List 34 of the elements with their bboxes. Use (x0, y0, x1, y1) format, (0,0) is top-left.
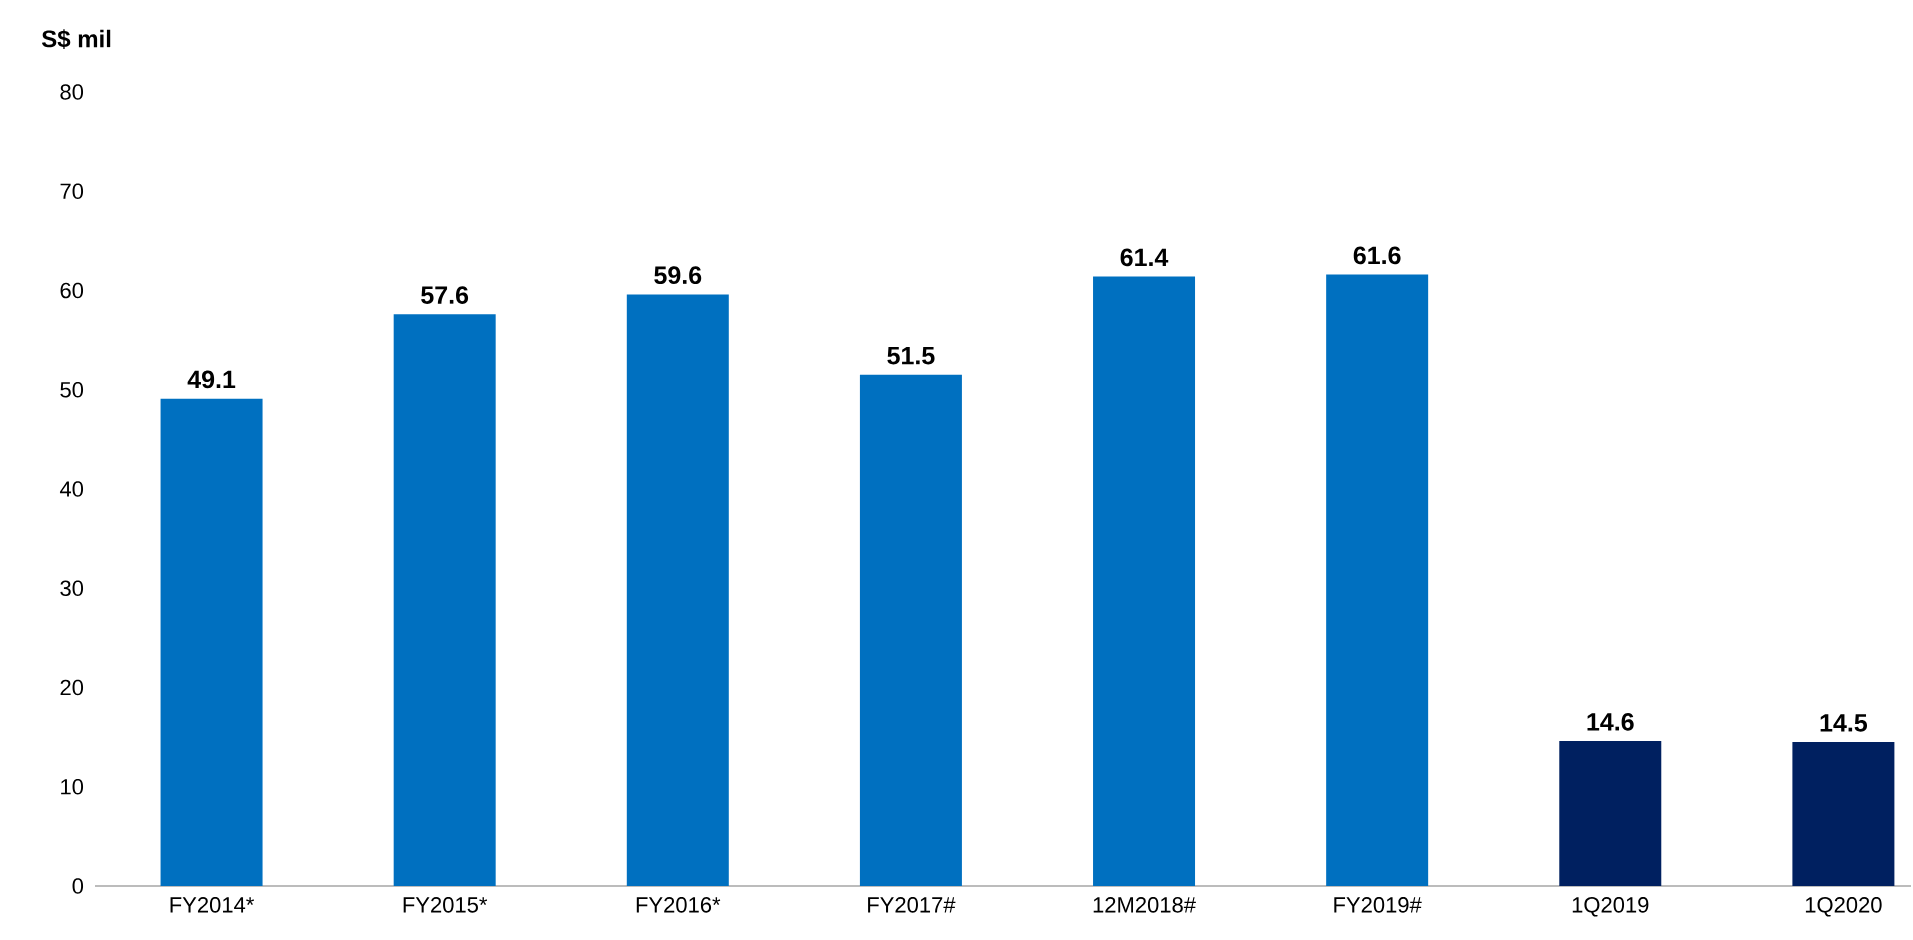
data-label: 14.6 (1587, 713, 1634, 731)
x-tick-label: FY2016* (636, 897, 721, 913)
bar (1326, 274, 1429, 886)
x-tick-label: FY2019# (1334, 897, 1422, 913)
bar (859, 374, 962, 886)
y-axis-title: S$ mil (41, 29, 111, 49)
x-tick-label: 1Q2020 (1805, 897, 1882, 917)
data-label: 51.5 (887, 347, 935, 365)
data-label: 59.6 (654, 266, 702, 285)
y-tick-label: 0 (72, 878, 84, 894)
x-tick-label: FY2017# (868, 897, 956, 913)
data-label: 49.1 (187, 370, 236, 389)
y-tick-label: 30 (60, 580, 84, 597)
y-tick-label: 10 (61, 778, 84, 795)
y-tick-label: 60 (60, 282, 84, 299)
x-tick-label: 1Q2019 (1572, 897, 1649, 917)
y-tick-label: 50 (60, 381, 84, 398)
bar (393, 314, 496, 886)
x-tick-label: 12M2018# (1093, 897, 1196, 913)
data-label: 14.5 (1820, 714, 1868, 732)
bar (1792, 742, 1895, 886)
y-tick-label: 20 (60, 679, 84, 696)
bar (1559, 741, 1662, 886)
bar (626, 294, 729, 886)
x-tick-label: FY2015* (403, 897, 488, 913)
data-label: 61.6 (1353, 246, 1401, 265)
data-label: 61.4 (1120, 248, 1169, 267)
data-label: 57.6 (421, 286, 469, 304)
y-tick-label: 40 (59, 481, 84, 497)
bar (1093, 276, 1196, 886)
bar (160, 398, 263, 886)
y-tick-label: 70 (60, 183, 84, 200)
x-tick-label: FY2014* (170, 897, 255, 913)
y-tick-label: 80 (60, 84, 84, 100)
